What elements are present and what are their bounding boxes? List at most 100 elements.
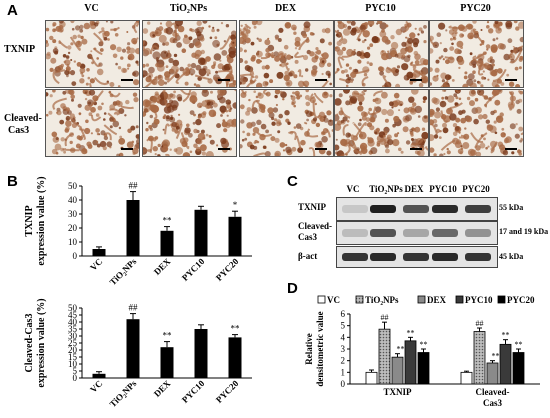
tissue-cell [345,84,349,87]
tissue-cell [242,27,247,32]
tissue-cell [86,141,92,147]
tissue-cell [293,126,297,129]
tissue-cell [455,96,459,100]
tissue-cell [135,48,139,55]
tissue-cell [469,52,473,56]
tissue-cell [493,120,497,124]
tissue-cell [126,141,134,149]
tissue-cell [80,35,84,40]
tissue-cell [55,137,59,141]
tissue-cell [85,119,89,124]
tissue-cell [223,128,228,133]
alveolar-wall [520,137,523,141]
tissue-cell [386,109,394,117]
tissue-cell [294,59,299,64]
tissue-cell [205,56,211,62]
tissue-cell [326,62,332,67]
tissue-cell [89,21,95,26]
tissue-cell [81,74,85,78]
alveolar-wall [228,63,233,74]
alveolar-wall [64,132,74,147]
tissue-cell [240,24,243,27]
alveolar-wall [165,153,170,156]
tissue-cell [172,59,180,67]
tissue-cell [118,152,124,156]
tissue-cell [466,96,471,101]
tissue-cell [345,100,351,106]
micrograph [334,89,429,157]
tissue-cell [335,98,342,106]
x-tick-label: VC [88,256,104,272]
tissue-cell [244,137,248,141]
tissue-cell [381,35,389,43]
tissue-cell [407,37,414,44]
band-label-line2: Cas3 [298,232,318,242]
tissue-cell [386,134,392,140]
tissue-cell [274,137,280,143]
alveolar-wall [340,107,351,119]
tissue-cell [70,59,73,61]
tissue-cell [58,21,64,24]
alveolar-wall [164,123,171,135]
alveolar-wall [92,47,103,56]
alveolar-wall [88,82,92,87]
tissue-cell [225,24,230,28]
tissue-cell [211,28,215,33]
tissue-cell [305,68,309,72]
tissue-cell [188,36,193,41]
tissue-cell [252,132,256,136]
tissue-cell [519,36,523,43]
tissue-cell [162,139,170,148]
tissue-cell [485,44,491,49]
alveolar-wall [492,68,507,82]
tissue-cell [189,110,195,115]
y-axis-label-line2: expression value (%) [36,298,47,387]
micrograph [239,20,334,88]
tissue-cell [185,35,188,38]
tissue-cell [494,131,498,135]
tissue-texture [143,90,236,156]
tissue-cell [169,148,172,151]
tissue-cell [105,21,108,23]
tissue-cell [282,98,285,101]
tissue-cell [481,76,485,80]
tissue-cell [434,67,440,73]
alveolar-wall [253,152,266,156]
tissue-cell [514,133,520,139]
tissue-cell [375,97,379,102]
tissue-cell [518,90,521,93]
tissue-cell [274,94,278,99]
tissue-cell [436,32,442,37]
tissue-cell [65,115,71,121]
tissue-cell [245,29,251,34]
tissue-cell [301,75,304,78]
tissue-cell [497,21,503,27]
tissue-cell [455,117,461,123]
tissue-cell [479,142,486,149]
alveolar-wall [249,69,255,75]
tissue-cell [508,81,515,87]
legend-swatch [355,295,364,304]
tissue-cell [256,58,261,64]
tissue-cell [77,34,81,38]
tissue-cell [335,123,342,131]
tissue-cell [250,41,255,46]
tissue-cell [46,27,50,32]
tissue-cell [466,23,473,30]
tissue-cell [490,46,498,53]
tissue-cell [201,151,206,156]
tissue-cell [135,125,139,129]
tissue-cell [96,68,104,76]
alveolar-wall [308,147,316,156]
tissue-cell [79,24,84,30]
tissue-cell [109,146,112,149]
tissue-cell [116,46,122,52]
tissue-cell [412,102,417,107]
molecular-weight-label: 17 and 19 kDa [499,227,549,236]
tissue-cell [327,119,333,126]
tissue-cell [519,139,523,143]
y-axis-label: Cleaved-Cas3 [24,314,35,373]
tissue-cell [152,137,157,142]
tissue-cell [506,73,510,77]
tissue-cell [267,107,274,114]
